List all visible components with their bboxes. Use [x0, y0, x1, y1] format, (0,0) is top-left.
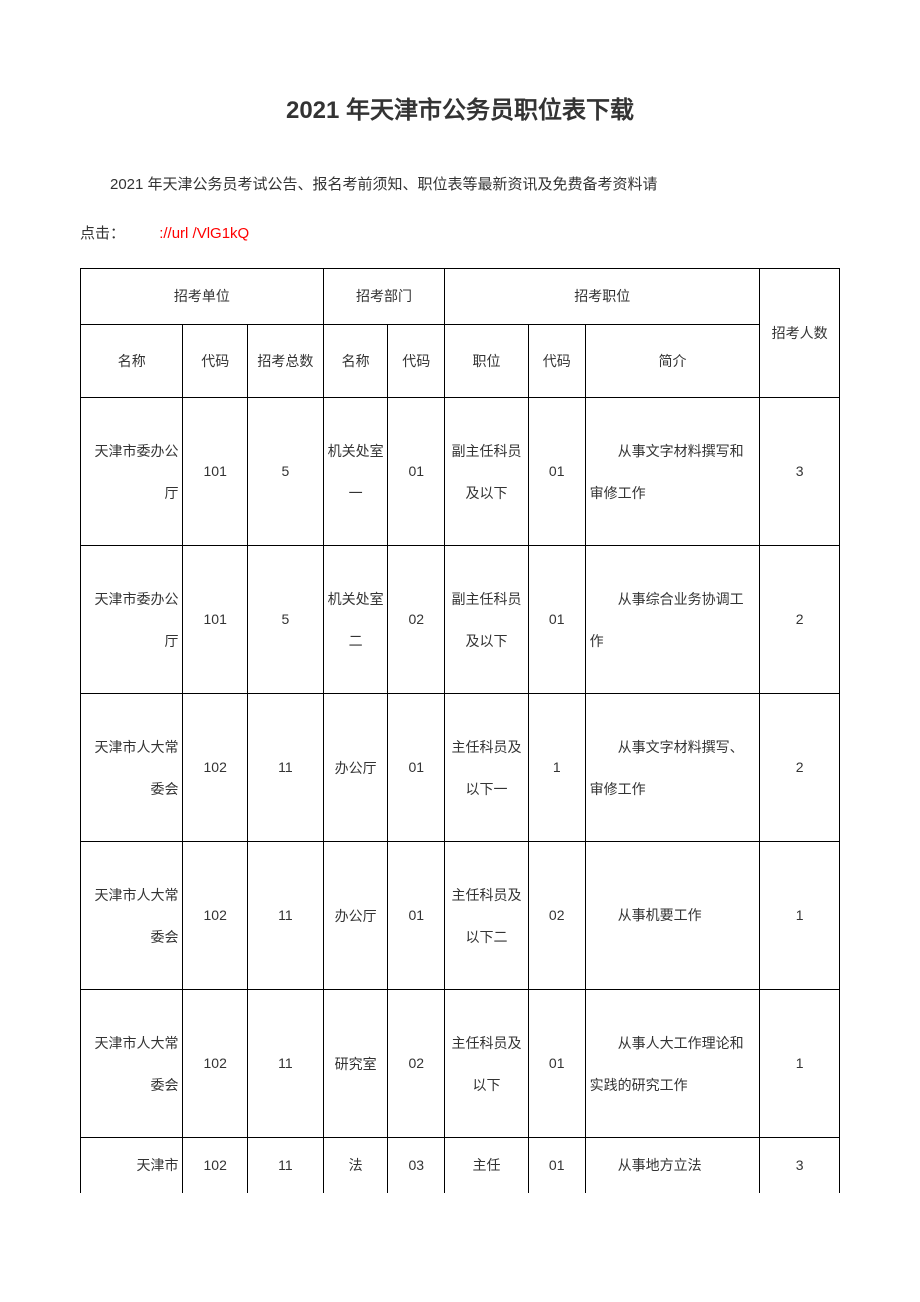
col-name: 名称 [81, 325, 183, 398]
cell-code: 101 [183, 546, 248, 694]
click-label: 点击： [80, 225, 125, 242]
cell-position: 主任 [445, 1138, 528, 1193]
cell-total: 5 [247, 546, 323, 694]
cell-code: 102 [183, 842, 248, 990]
cell-pos-code: 1 [528, 694, 585, 842]
col-total: 招考总数 [247, 325, 323, 398]
cell-total: 11 [247, 1138, 323, 1193]
cell-count: 1 [760, 990, 840, 1138]
page-title: 2021 年天津市公务员职位表下载 [80, 90, 840, 125]
cell-dept-code: 02 [388, 546, 445, 694]
col-pos-code: 代码 [528, 325, 585, 398]
cell-total: 11 [247, 990, 323, 1138]
cell-dept-code: 01 [388, 694, 445, 842]
cell-position: 主任科员及以下二 [445, 842, 528, 990]
col-dept-name: 名称 [323, 325, 388, 398]
cell-intro: 从事文字材料撰写和审修工作 [585, 398, 760, 546]
click-line: 点击： ://url /VlG1kQ [80, 214, 840, 253]
cell-position: 主任科员及以下 [445, 990, 528, 1138]
table-row: 天津市人大常委会 102 11 办公厅 01 主任科员及以下一 1 从事文字材料… [81, 694, 840, 842]
col-dept-code: 代码 [388, 325, 445, 398]
header-dept: 招考部门 [323, 269, 444, 325]
cell-dept-code: 02 [388, 990, 445, 1138]
intro-text: 2021 年天津公务员考试公告、报名考前须知、职位表等最新资讯及免费备考资料请 [80, 165, 840, 204]
cell-dept-code: 03 [388, 1138, 445, 1193]
cell-position: 副主任科员及以下 [445, 546, 528, 694]
cell-count: 2 [760, 694, 840, 842]
cell-intro: 从事文字材料撰写、审修工作 [585, 694, 760, 842]
cell-dept-name: 办公厅 [323, 842, 388, 990]
cell-intro: 从事机要工作 [585, 842, 760, 990]
cell-code: 102 [183, 990, 248, 1138]
cell-name: 天津市 [81, 1138, 183, 1193]
cell-name: 天津市委办公厅 [81, 546, 183, 694]
cell-code: 102 [183, 1138, 248, 1193]
table-row: 天津市人大常委会 102 11 办公厅 01 主任科员及以下二 02 从事机要工… [81, 842, 840, 990]
cell-position: 主任科员及以下一 [445, 694, 528, 842]
header-columns-row: 名称 代码 招考总数 名称 代码 职位 代码 简介 [81, 325, 840, 398]
cell-count: 3 [760, 398, 840, 546]
cell-code: 101 [183, 398, 248, 546]
cell-dept-name: 机关处室二 [323, 546, 388, 694]
cell-dept-name: 机关处室一 [323, 398, 388, 546]
cell-name: 天津市人大常委会 [81, 842, 183, 990]
cell-code: 102 [183, 694, 248, 842]
cell-intro: 从事综合业务协调工作 [585, 546, 760, 694]
cell-count: 2 [760, 546, 840, 694]
cell-name: 天津市委办公厅 [81, 398, 183, 546]
table-row: 天津市 102 11 法 03 主任 01 从事地方立法 3 [81, 1138, 840, 1193]
cell-intro: 从事人大工作理论和实践的研究工作 [585, 990, 760, 1138]
col-intro: 简介 [585, 325, 760, 398]
cell-pos-code: 01 [528, 398, 585, 546]
col-position: 职位 [445, 325, 528, 398]
cell-position: 副主任科员及以下 [445, 398, 528, 546]
cell-count: 1 [760, 842, 840, 990]
cell-intro: 从事地方立法 [585, 1138, 760, 1193]
cell-dept-code: 01 [388, 398, 445, 546]
cell-dept-name: 法 [323, 1138, 388, 1193]
header-count: 招考人数 [760, 269, 840, 398]
cell-count: 3 [760, 1138, 840, 1193]
cell-name: 天津市人大常委会 [81, 694, 183, 842]
header-unit: 招考单位 [81, 269, 324, 325]
cell-pos-code: 01 [528, 990, 585, 1138]
cell-pos-code: 01 [528, 1138, 585, 1193]
cell-dept-name: 研究室 [323, 990, 388, 1138]
cell-dept-name: 办公厅 [323, 694, 388, 842]
cell-dept-code: 01 [388, 842, 445, 990]
table-row: 天津市委办公厅 101 5 机关处室二 02 副主任科员及以下 01 从事综合业… [81, 546, 840, 694]
table-body: 天津市委办公厅 101 5 机关处室一 01 副主任科员及以下 01 从事文字材… [81, 398, 840, 1193]
cell-name: 天津市人大常委会 [81, 990, 183, 1138]
cell-pos-code: 01 [528, 546, 585, 694]
table-row: 天津市委办公厅 101 5 机关处室一 01 副主任科员及以下 01 从事文字材… [81, 398, 840, 546]
cell-total: 5 [247, 398, 323, 546]
cell-total: 11 [247, 694, 323, 842]
position-table: 招考单位 招考部门 招考职位 招考人数 名称 代码 招考总数 名称 代码 职位 … [80, 268, 840, 1193]
header-group-row: 招考单位 招考部门 招考职位 招考人数 [81, 269, 840, 325]
cell-total: 11 [247, 842, 323, 990]
header-position: 招考职位 [445, 269, 760, 325]
col-code: 代码 [183, 325, 248, 398]
table-row: 天津市人大常委会 102 11 研究室 02 主任科员及以下 01 从事人大工作… [81, 990, 840, 1138]
link-text[interactable]: ://url /VlG1kQ [159, 225, 249, 242]
cell-pos-code: 02 [528, 842, 585, 990]
